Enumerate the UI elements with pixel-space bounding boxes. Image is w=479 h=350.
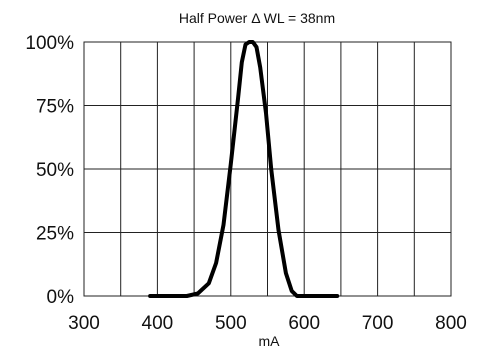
x-tick-label: 700 — [362, 313, 394, 334]
x-tick-label: 500 — [215, 313, 247, 334]
y-tick-label: 75% — [36, 97, 74, 118]
series-group — [148, 40, 340, 298]
y-tick-label: 25% — [36, 224, 74, 245]
x-tick-label: 400 — [142, 313, 174, 334]
y-axis-ticks: 0% 25% 50% 75% 100% — [25, 33, 74, 308]
x-axis-ticks: 300 400 500 600 700 800 — [68, 313, 467, 334]
grid — [83, 41, 452, 297]
y-tick-label: 100% — [25, 33, 74, 54]
series-line — [148, 40, 340, 298]
x-tick-label: 600 — [288, 313, 320, 334]
x-axis-label: mA — [259, 333, 281, 349]
y-tick-label: 50% — [36, 160, 74, 181]
chart-title: Half Power Δ WL = 38nm — [179, 10, 335, 26]
y-tick-label: 0% — [47, 287, 75, 308]
x-tick-label: 800 — [435, 313, 467, 334]
x-tick-label: 300 — [68, 313, 100, 334]
